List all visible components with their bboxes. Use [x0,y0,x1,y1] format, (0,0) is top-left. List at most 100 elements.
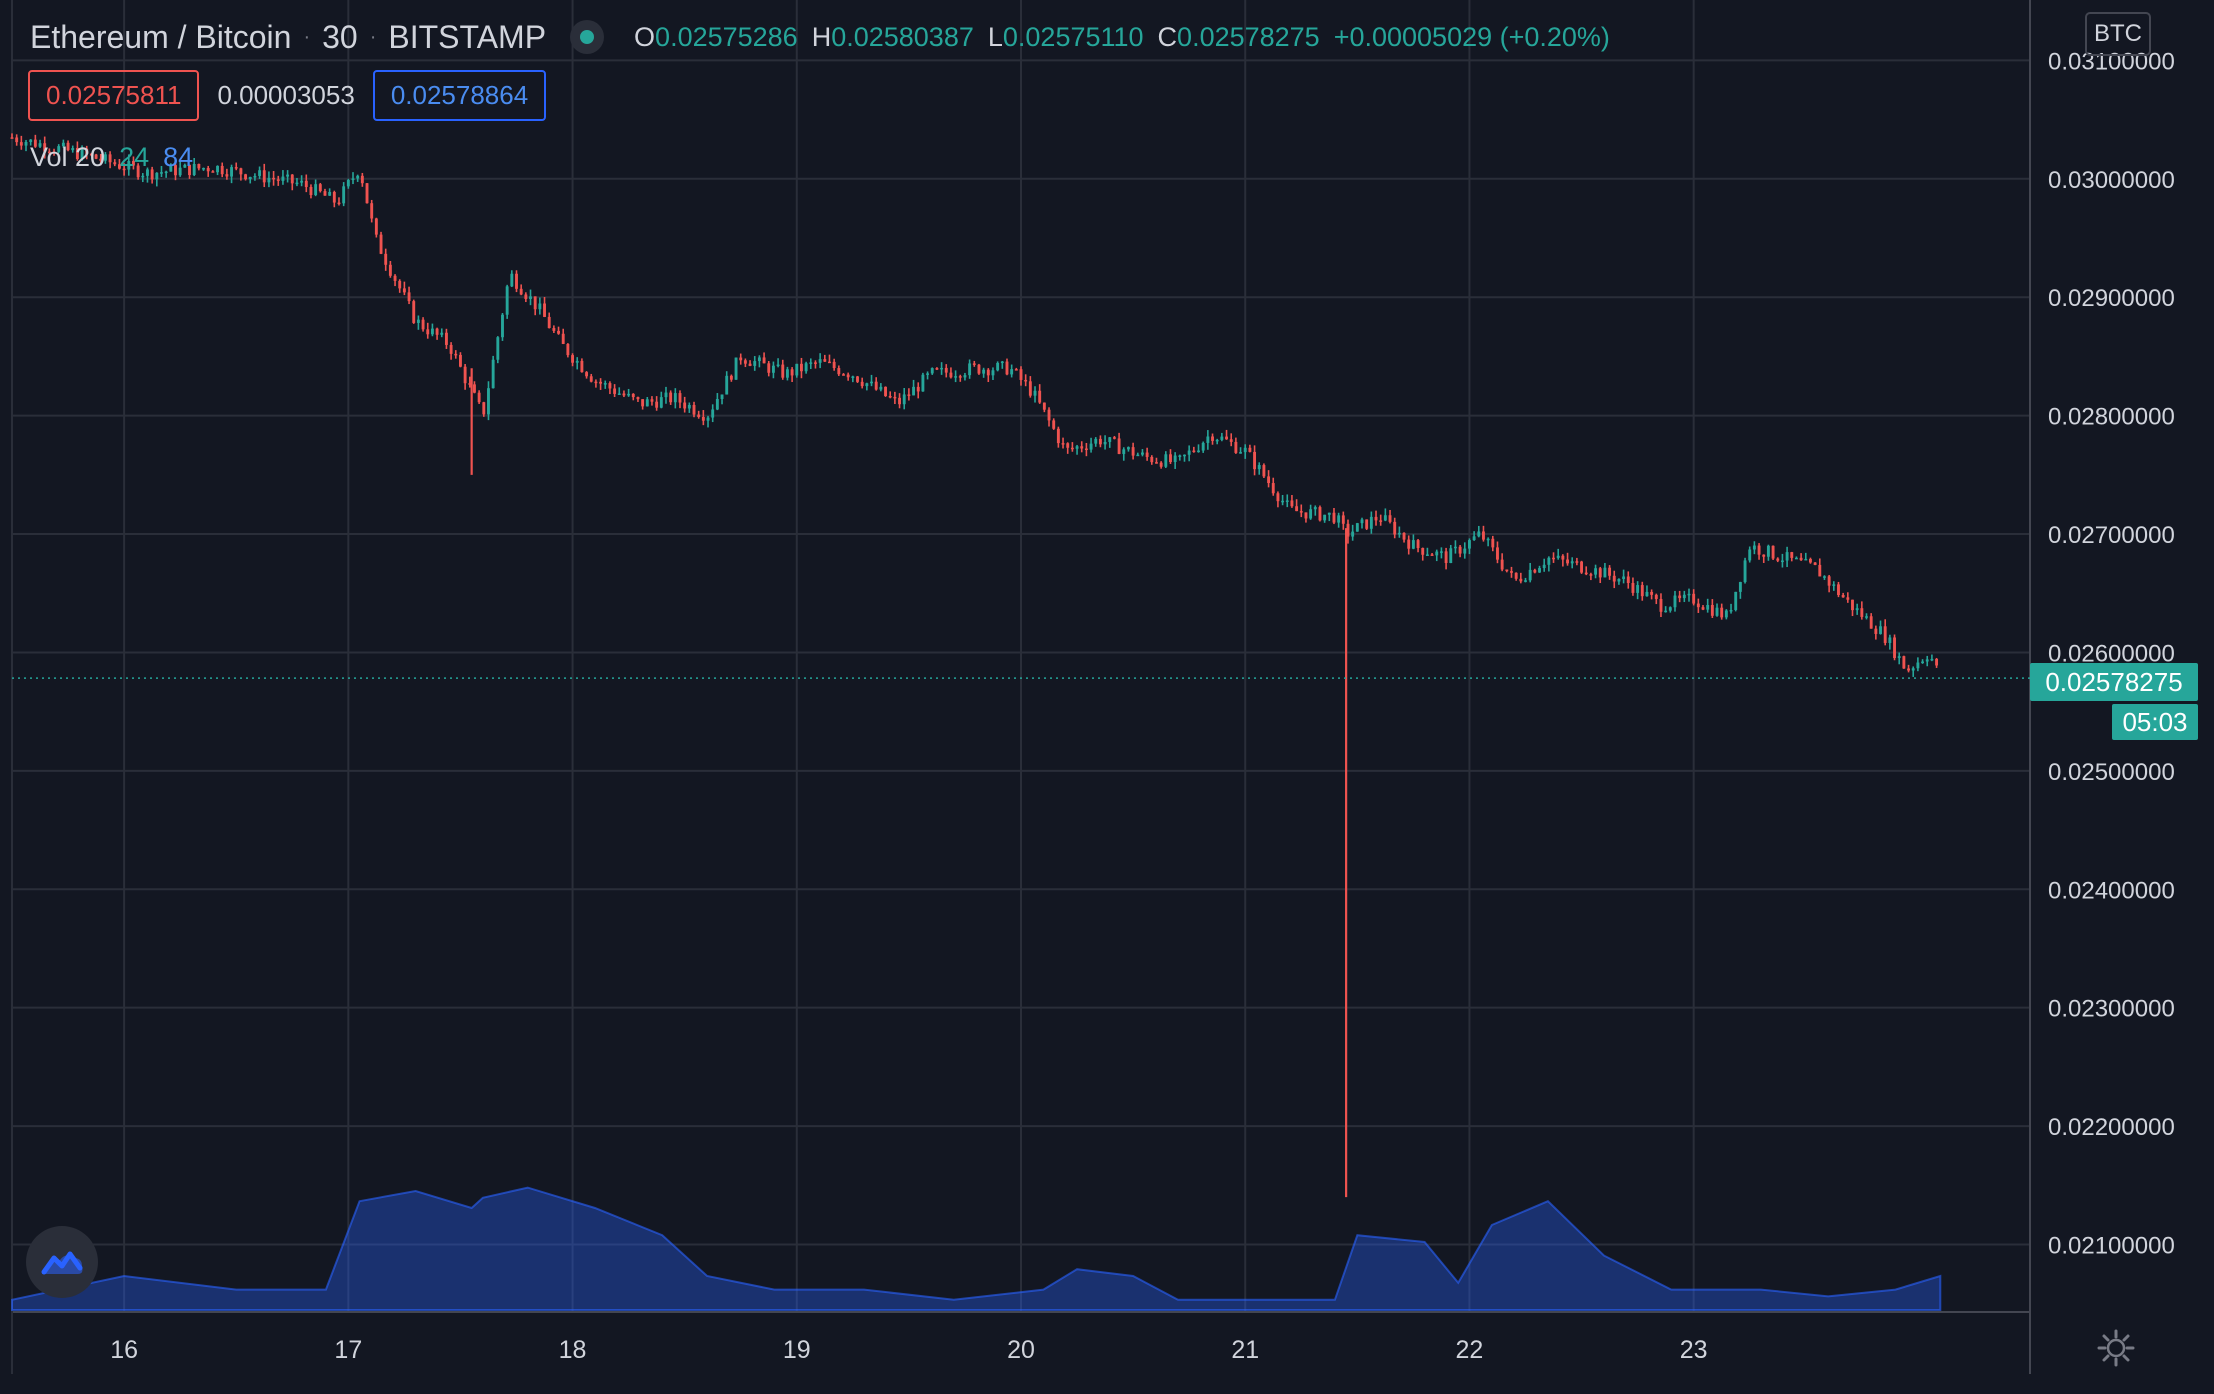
candle [1187,445,1191,462]
sell-button[interactable]: 0.02575811 [28,70,200,121]
candle [748,360,752,367]
candle-body [846,374,850,378]
candle [1327,512,1331,522]
candle-body [954,376,958,378]
time-tick-label: 21 [1231,1336,1259,1364]
candle-body [1668,607,1672,611]
candle [1103,435,1107,450]
candle [1575,557,1579,566]
candle-body [1080,446,1084,449]
candle [617,387,621,395]
candle-body [701,417,705,421]
candle-body [1365,519,1369,529]
candle [1724,609,1728,620]
candle-body [982,369,986,374]
candle-body [1010,369,1014,375]
candle [1785,546,1789,568]
candle [309,184,313,199]
candle-body [1631,583,1635,593]
candle-body [412,301,416,323]
time-tick-label: 18 [559,1336,587,1364]
candle-body [1360,519,1364,524]
candle-body [865,383,869,387]
candle-body [1650,591,1654,595]
interval-label[interactable]: 30 [322,18,358,55]
candle [1533,568,1537,574]
candle-body [1178,455,1182,457]
candle-body [1369,516,1373,529]
candle-body [1150,456,1154,463]
candle [80,145,84,161]
candle-body [972,363,976,365]
candle [272,171,276,186]
candle-body [930,368,934,374]
volume-legend[interactable]: Vol 20 24 84 [30,142,193,173]
candle-body [692,404,696,415]
candle-body [202,168,205,170]
candle [505,284,509,319]
candle-body [1463,548,1467,554]
candle [244,173,248,181]
candle-body [636,397,640,400]
candle-body [659,397,663,408]
price-tick-label: 0.02200000 [2048,1114,2175,1141]
candle-body [164,171,168,174]
candle-body [24,141,28,146]
candle [1482,525,1485,542]
candle [206,165,210,177]
candle-body [505,286,509,315]
market-status-icon[interactable] [570,20,605,54]
candle [365,182,369,204]
candle-body [426,329,430,335]
symbol-name[interactable]: Ethereum / Bitcoin [30,18,292,55]
candle-body [388,264,392,276]
gear-icon[interactable] [2096,1328,2136,1368]
candle-body [1145,452,1149,457]
candle-body [449,344,453,354]
price-tick-label: 0.02400000 [2048,877,2175,904]
tradingview-cloud-icon[interactable] [26,1226,98,1298]
candle-body [1323,514,1327,521]
candle [837,365,841,377]
candle [1542,558,1546,572]
candle [1921,659,1925,664]
candle-body [893,396,897,399]
candle [515,270,518,293]
candle [1449,544,1453,564]
candle [785,366,789,381]
candle [926,371,930,380]
candle [1832,581,1836,591]
candle [958,374,962,382]
candle [585,371,589,379]
candle [1809,557,1812,564]
candle-body [851,376,855,378]
candle [398,279,402,293]
candle [1430,552,1434,556]
currency-badge[interactable]: BTC [2085,12,2151,56]
candle [1435,549,1439,562]
candle [178,161,182,177]
candle [519,284,523,296]
candle-body [290,174,294,184]
candle [1042,402,1046,413]
candle [1748,546,1752,563]
candle [374,217,378,238]
candle [1323,514,1327,523]
candle [1696,598,1700,613]
candle-body [1491,538,1495,548]
candle [1846,592,1850,603]
candle [1477,525,1481,538]
candle-body [968,363,972,376]
candle [701,410,705,426]
candles [10,133,1939,677]
candle [1052,418,1056,430]
candle-body [1626,576,1630,584]
buy-button[interactable]: 0.02578864 [372,70,547,121]
candle [117,158,121,170]
candle-body [1056,428,1060,444]
candle-body [360,175,364,184]
ohlc-open: O0.02575286 [634,21,798,52]
candle-body [1042,402,1046,410]
